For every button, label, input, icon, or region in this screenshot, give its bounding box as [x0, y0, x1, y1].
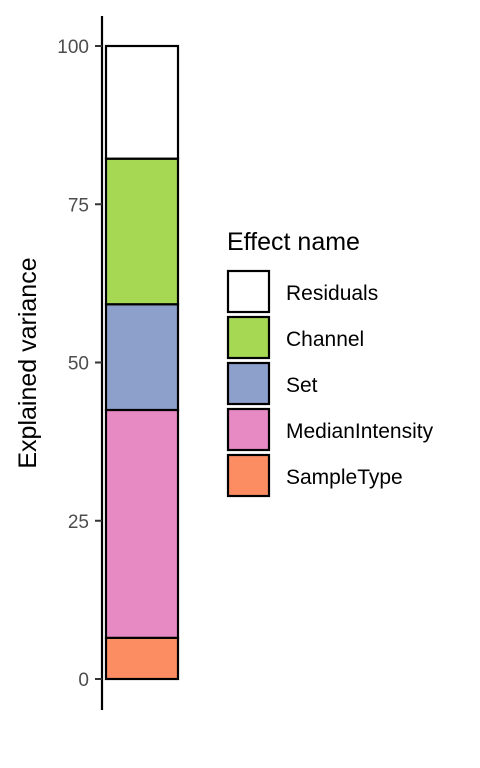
bar-segment-sampletype: [104, 636, 180, 681]
legend-label-channel: Channel: [286, 328, 364, 351]
y-tick-label: 75: [68, 195, 89, 216]
legend-label-set: Set: [286, 374, 318, 397]
y-tick-label: 100: [57, 37, 89, 58]
bar-segments: [104, 44, 180, 681]
y-tick-label: 0: [78, 670, 89, 691]
legend-items: Residuals Channel Set MedianIntensity Sample…: [226, 269, 434, 498]
y-tick-label: 25: [68, 512, 89, 533]
legend-label-medianintensity: MedianIntensity: [286, 420, 434, 443]
legend: Effect name Residuals Channel Set MedianInt…: [226, 228, 434, 498]
bar-segment-channel: [104, 157, 180, 306]
legend-key-medianintensity: [226, 407, 271, 452]
bar-segment-residuals: [104, 44, 180, 160]
y-axis-ticks: 0 25 50 75 100: [57, 37, 102, 691]
legend-key-channel: [226, 315, 271, 360]
legend-label-residuals: Residuals: [286, 282, 378, 305]
y-tick-label: 50: [68, 354, 89, 375]
y-axis-title: Explained variance: [14, 257, 42, 468]
legend-label-sampletype: SampleType: [286, 466, 403, 489]
bar-segment-set: [104, 303, 180, 412]
legend-key-set: [226, 361, 271, 406]
legend-title: Effect name: [227, 228, 360, 256]
legend-key-residuals: [226, 269, 271, 314]
legend-key-sampletype: [226, 453, 271, 498]
bar-segment-medianintensity: [104, 408, 180, 639]
